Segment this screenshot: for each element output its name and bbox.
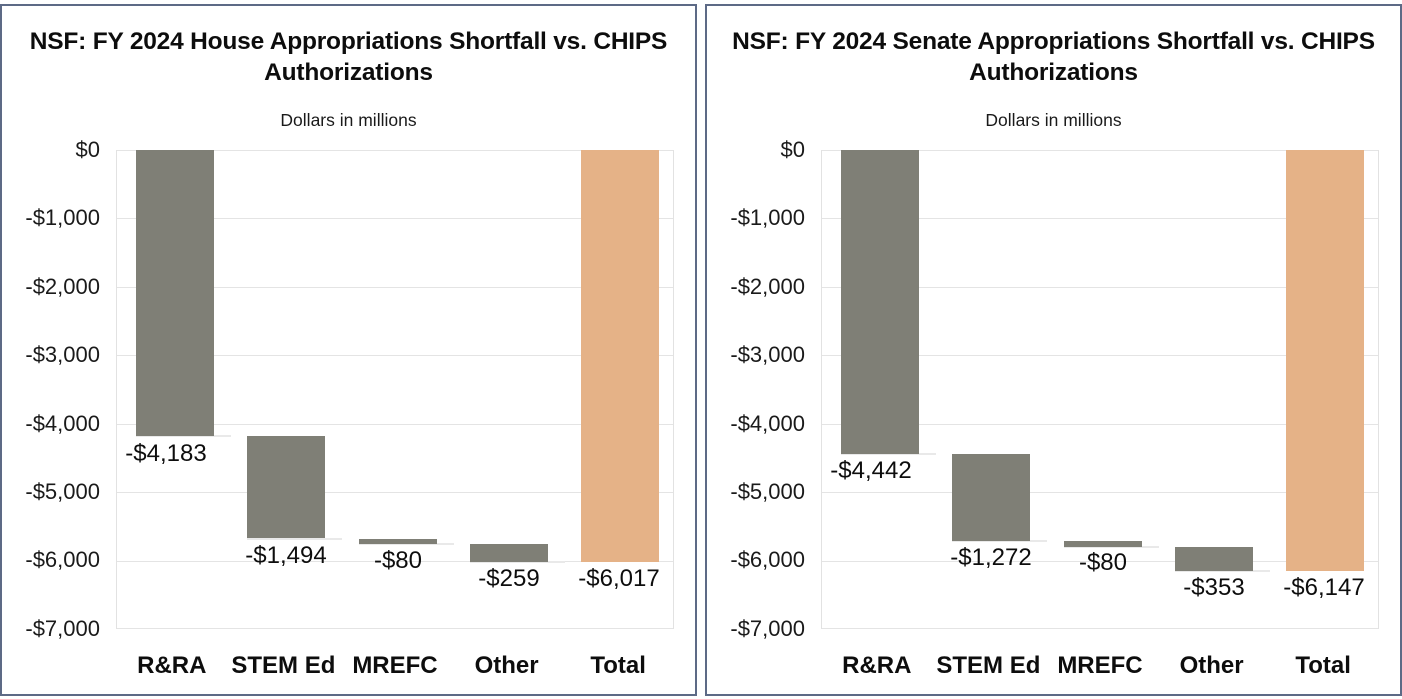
y-tick-0: $0 [75,137,100,162]
bar-stem[interactable] [952,454,1030,541]
cat-label-stem: STEM Ed [231,652,336,679]
y-tick-5000: -$5,000 [730,479,805,504]
gridline-0 [822,150,1378,151]
bar-other[interactable] [1175,546,1253,571]
cat-label-mrefc: MREFC [352,652,438,679]
y-tick-3000: -$3,000 [730,342,805,368]
y-tick-4000: -$4,000 [25,410,100,436]
bar-label-stem: -$1,494 [245,542,327,569]
bar-total[interactable] [581,150,659,562]
bar-total[interactable] [1286,150,1364,571]
gridline-3000 [117,355,673,357]
gridline-0 [117,150,673,151]
bar-label-mrefc: -$80 [1078,549,1128,576]
connector-other-total [1175,569,1270,572]
y-tick-2000: -$2,000 [730,273,805,299]
chart-panel-house: NSF: FY 2024 House Appropriations Shortf… [0,4,697,696]
chart-panel-senate: NSF: FY 2024 Senate Appropriations Short… [705,4,1402,696]
chart-subtitle-senate: Dollars in millions [985,110,1122,130]
connector-mrefc-other [1064,545,1159,548]
gridline-4000 [117,423,673,425]
gridline-5000 [822,492,1378,494]
y-tick-1000: -$1,000 [25,205,100,231]
x-axis-labels-senate: R&RA STEM Ed MREFC Other Total [821,642,1379,690]
bar-other[interactable] [470,544,548,562]
gridline-1000 [822,218,1378,220]
bar-label-total: -$6,147 [1283,574,1365,601]
cat-label-rra: R&RA [842,652,912,679]
bar-label-other: -$353 [1183,574,1245,601]
y-tick-3000: -$3,000 [25,342,100,368]
gridline-6000 [822,560,1378,562]
y-tick-4000: -$4,000 [730,410,805,436]
cat-label-total: Total [590,652,646,679]
cat-label-other: Other [1179,652,1244,679]
connector-mrefc-other [359,543,454,545]
gridline-6000 [117,560,673,562]
bar-label-total: -$6,017 [578,565,660,592]
y-tick-6000: -$6,000 [730,547,805,573]
y-tick-0: $0 [780,137,805,162]
bar-label-stem: -$1,272 [950,544,1032,571]
gridline-1000 [117,218,673,220]
cat-label-other: Other [474,652,539,679]
bar-mrefc[interactable] [359,538,437,544]
y-tick-7000: -$7,000 [25,615,100,641]
y-tick-6000: -$6,000 [25,547,100,573]
bar-label-other: -$259 [478,565,540,592]
plot-area-house: -$4,183 -$1,494 -$80 -$259 -$6,017 [116,150,674,629]
gridline-7000 [822,628,1378,629]
gridline-2000 [822,286,1378,288]
chart-title-senate: NSF: FY 2024 Senate Appropriations Short… [732,28,1375,87]
bar-label-rra: -$4,442 [830,457,912,484]
connector-rra-stem [841,453,936,455]
cat-label-total: Total [1295,652,1351,679]
bar-mrefc[interactable] [1064,541,1142,547]
gridline-4000 [822,423,1378,425]
y-axis-labels-house: $0 -$1,000 -$2,000 -$3,000 -$4,000 -$5,0… [2,137,106,641]
connector-stem-mrefc [247,537,342,540]
bar-rra[interactable] [841,150,919,454]
plot-wrap-senate: $0 -$1,000 -$2,000 -$3,000 -$4,000 -$5,0… [707,6,1400,694]
gridline-7000 [117,628,673,629]
gridline-2000 [117,286,673,288]
y-axis-labels-senate: $0 -$1,000 -$2,000 -$3,000 -$4,000 -$5,0… [707,137,811,641]
y-tick-1000: -$1,000 [730,205,805,231]
bar-label-mrefc: -$80 [373,547,423,574]
cat-label-rra: R&RA [137,652,207,679]
connector-stem-mrefc [952,540,1047,542]
connector-other-total [470,560,565,563]
y-tick-2000: -$2,000 [25,273,100,299]
bar-label-rra: -$4,183 [125,440,207,467]
cat-label-mrefc: MREFC [1057,652,1143,679]
y-tick-7000: -$7,000 [730,615,805,641]
chart-title-house: NSF: FY 2024 House Appropriations Shortf… [29,28,668,87]
y-tick-5000: -$5,000 [25,479,100,504]
plot-wrap-house: $0 -$1,000 -$2,000 -$3,000 -$4,000 -$5,0… [2,6,695,694]
gridline-3000 [822,355,1378,357]
bar-rra[interactable] [136,150,214,437]
connector-rra-stem [136,435,231,438]
bar-stem[interactable] [247,436,325,539]
gridline-5000 [117,492,673,494]
chart-subtitle-house: Dollars in millions [280,110,417,130]
x-axis-labels-house: R&RA STEM Ed MREFC Other Total [116,642,674,690]
plot-area-senate: -$4,442 -$1,272 -$80 -$353 -$6,147 [821,150,1379,629]
cat-label-stem: STEM Ed [936,652,1041,679]
